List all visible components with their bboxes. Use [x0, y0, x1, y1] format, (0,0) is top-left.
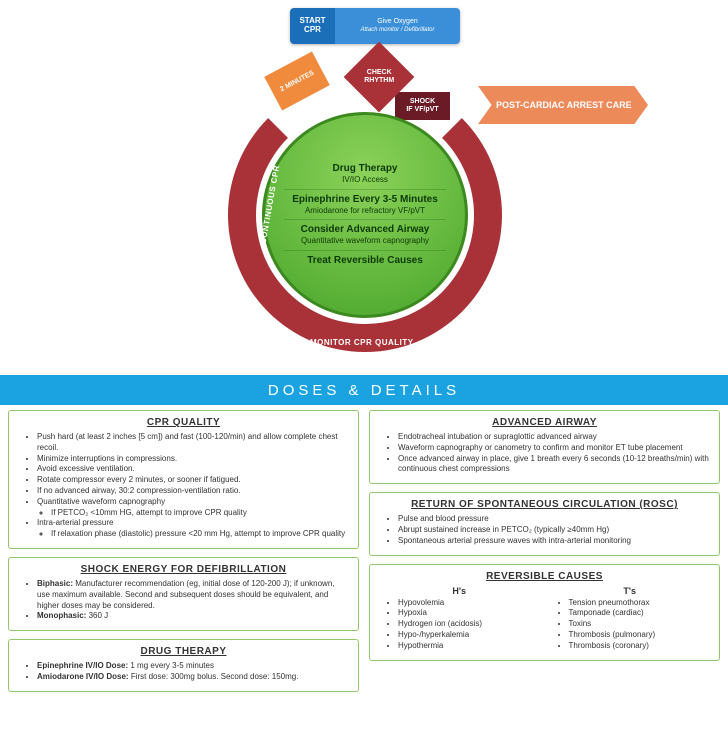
list-item: Thrombosis (coronary) [569, 641, 710, 652]
list-item: Waveform capnography or canometry to con… [398, 443, 709, 454]
list-item: Thrombosis (pulmonary) [569, 630, 710, 641]
list-item: Spontaneous arterial pressure waves with… [398, 536, 709, 547]
details-grid: CPR QUALITY Push hard (at least 2 inches… [8, 410, 720, 750]
rosc-title: RETURN OF SPONTANEOUS CIRCULATION (ROSC) [380, 499, 709, 510]
biphasic-label: Biphasic: [37, 579, 73, 588]
list-item: Push hard (at least 2 inches [5 cm]) and… [37, 432, 348, 454]
list-item: Abrupt sustained increase in PETCO₂ (typ… [398, 525, 709, 536]
list-item: Hypovolemia [398, 598, 539, 609]
rosc-panel: RETURN OF SPONTANEOUS CIRCULATION (ROSC)… [369, 492, 720, 555]
reversible-causes-panel: REVERSIBLE CAUSES H's Hypovolemia Hypoxi… [369, 564, 720, 661]
hs-title: H's [380, 586, 539, 596]
sub-item: If relaxation phase (diastolic) pressure… [51, 529, 348, 540]
green-epinephrine: Epinephrine Every 3-5 Minutes Amiodarone… [284, 189, 446, 220]
cpr-quality-list: Push hard (at least 2 inches [5 cm]) and… [19, 432, 348, 540]
monophasic-text: 360 J [89, 611, 109, 620]
epi-text: 1 mg every 3-5 minutes [130, 661, 214, 670]
list-item: Once advanced airway in place, give 1 br… [398, 454, 709, 476]
reversible-head: Treat Reversible Causes [288, 255, 442, 267]
sub-item: If PETCO₂ <10mm HG, attempt to improve C… [51, 508, 348, 519]
list-item: Monophasic: 360 J [37, 611, 348, 622]
shock-energy-list: Biphasic: Manufacturer recommendation (e… [19, 579, 348, 622]
drug-therapy-head: Drug Therapy [288, 163, 442, 175]
list-item: Intra-arterial pressure If relaxation ph… [37, 518, 348, 540]
biphasic-text: Manufacturer recommendation (eg, initial… [37, 579, 335, 610]
monophasic-label: Monophasic: [37, 611, 86, 620]
drug-therapy-panel: DRUG THERAPY Epinephrine IV/IO Dose: 1 m… [8, 639, 359, 692]
list-item: Rotate compressor every 2 minutes, or so… [37, 475, 348, 486]
green-reversible: Treat Reversible Causes [284, 250, 446, 271]
check-rhythm-label: CHECK RHYTHM [354, 69, 404, 84]
epi-sub: Amiodarone for refractory VF/pVT [288, 206, 442, 216]
capno-item: Quantitative waveform capnography [37, 497, 165, 506]
give-oxygen-label: Give Oxygen [337, 18, 458, 26]
reversible-columns: H's Hypovolemia Hypoxia Hydrogen ion (ac… [380, 586, 709, 652]
list-item: Tamponade (cardiac) [569, 608, 710, 619]
green-airway: Consider Advanced Airway Quantitative wa… [284, 219, 446, 250]
start-cpr-label: START CPR [290, 8, 335, 44]
airway-sub: Quantitative waveform capnography [288, 236, 442, 246]
ts-list: Tension pneumothorax Tamponade (cardiac)… [551, 598, 710, 652]
amio-text: First dose: 300mg bolus. Second dose: 15… [131, 672, 299, 681]
epi-label: Epinephrine IV/IO Dose: [37, 661, 128, 670]
advanced-airway-list: Endotracheal intubation or supraglottic … [380, 432, 709, 475]
list-item: Quantitative waveform capnography If PET… [37, 497, 348, 519]
advanced-airway-panel: ADVANCED AIRWAY Endotracheal intubation … [369, 410, 720, 484]
list-item: Toxins [569, 619, 710, 630]
shock-energy-title: SHOCK ENERGY FOR DEFIBRILLATION [19, 564, 348, 575]
list-item: If no advanced airway, 30:2 compression-… [37, 486, 348, 497]
hs-column: H's Hypovolemia Hypoxia Hydrogen ion (ac… [380, 586, 539, 652]
list-item: Biphasic: Manufacturer recommendation (e… [37, 579, 348, 611]
check-rhythm-diamond: CHECK RHYTHM [344, 52, 414, 102]
list-item: Endotracheal intubation or supraglottic … [398, 432, 709, 443]
ring-label-bottom: MONITOR CPR QUALITY [310, 338, 414, 347]
ring-label-right: CONTINUOUS CPR [509, 164, 532, 244]
list-item: Pulse and blood pressure [398, 514, 709, 525]
start-cpr-box: START CPR Give Oxygen Attach monitor / D… [290, 8, 460, 44]
list-item: Hypothermia [398, 641, 539, 652]
list-item: Avoid excessive ventilation. [37, 464, 348, 475]
cpr-quality-panel: CPR QUALITY Push hard (at least 2 inches… [8, 410, 359, 549]
epi-head: Epinephrine Every 3-5 Minutes [288, 194, 442, 206]
attach-monitor-label: Attach monitor / Defibrillator [337, 27, 458, 34]
right-column: ADVANCED AIRWAY Endotracheal intubation … [369, 410, 720, 750]
ts-title: T's [551, 586, 710, 596]
amio-label: Amiodarone IV/IO Dose: [37, 672, 129, 681]
hs-list: Hypovolemia Hypoxia Hydrogen ion (acidos… [380, 598, 539, 652]
drug-therapy-list: Epinephrine IV/IO Dose: 1 mg every 3-5 m… [19, 661, 348, 683]
ts-column: T's Tension pneumothorax Tamponade (card… [551, 586, 710, 652]
list-item: Hypoxia [398, 608, 539, 619]
drug-therapy-sub: IV/IO Access [288, 175, 442, 185]
left-column: CPR QUALITY Push hard (at least 2 inches… [8, 410, 359, 750]
doses-details-header: DOSES & DETAILS [0, 375, 728, 405]
list-item: Hydrogen ion (acidosis) [398, 619, 539, 630]
core-actions-circle: Drug Therapy IV/IO Access Epinephrine Ev… [262, 112, 468, 318]
shock-energy-panel: SHOCK ENERGY FOR DEFIBRILLATION Biphasic… [8, 557, 359, 631]
list-item: Minimize interruptions in compressions. [37, 454, 348, 465]
green-drug-therapy: Drug Therapy IV/IO Access [284, 159, 446, 189]
drug-therapy-title: DRUG THERAPY [19, 646, 348, 657]
airway-head: Consider Advanced Airway [288, 224, 442, 236]
start-cpr-actions: Give Oxygen Attach monitor / Defibrillat… [335, 8, 460, 44]
reversible-title: REVERSIBLE CAUSES [380, 571, 709, 582]
cpr-quality-title: CPR QUALITY [19, 417, 348, 428]
list-item: Amiodarone IV/IO Dose: First dose: 300mg… [37, 672, 348, 683]
list-item: Tension pneumothorax [569, 598, 710, 609]
algorithm-diagram: START CPR Give Oxygen Attach monitor / D… [0, 0, 728, 370]
intra-item: Intra-arterial pressure [37, 518, 113, 527]
advanced-airway-title: ADVANCED AIRWAY [380, 417, 709, 428]
list-item: Epinephrine IV/IO Dose: 1 mg every 3-5 m… [37, 661, 348, 672]
rosc-list: Pulse and blood pressure Abrupt sustaine… [380, 514, 709, 546]
list-item: Hypo-/hyperkalemia [398, 630, 539, 641]
